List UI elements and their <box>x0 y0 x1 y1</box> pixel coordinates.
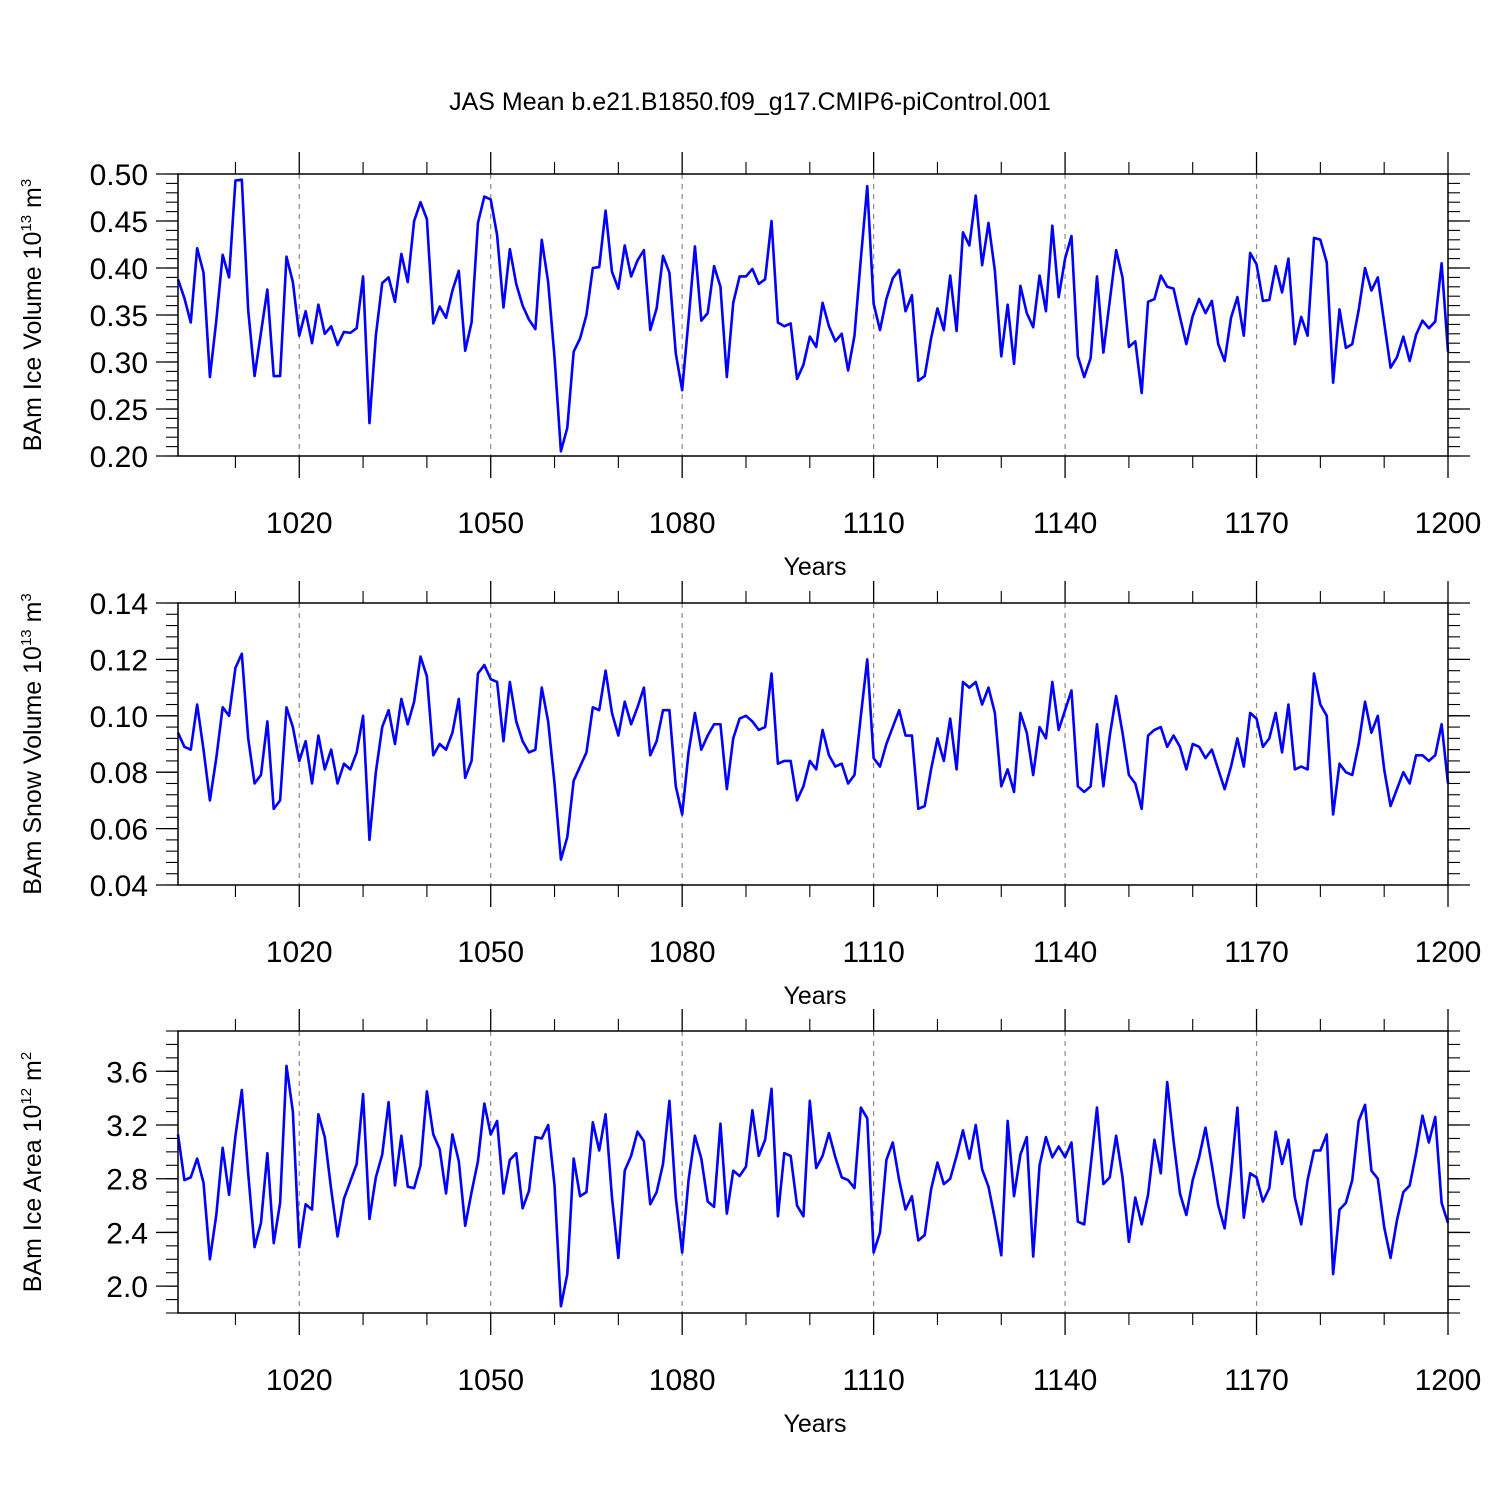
plot-frame <box>177 602 1449 886</box>
y-tick-label-3.2: 3.2 <box>106 1110 148 1143</box>
x-tick-label-1140: 1140 <box>1033 507 1098 540</box>
y-tick-label-0.25: 0.25 <box>90 394 148 427</box>
y-tick-label-0.12: 0.12 <box>90 644 148 677</box>
series-line-bam-ice-volume <box>176 178 1450 453</box>
plot-frame <box>177 173 1449 457</box>
y-tick-label-0.14: 0.14 <box>90 588 148 621</box>
y-axis-label: BAm Ice Volume 1013 m3 <box>18 179 47 451</box>
plot-frame <box>177 1030 1449 1314</box>
y-axis-label-unit-exp: 2 <box>18 1052 35 1060</box>
figure-title: JAS Mean b.e21.B1850.f09_g17.CMIP6-piCon… <box>449 88 1051 116</box>
panel-3: 1020 1050 1080 1110 1140 1170 1200 2.0 2.4 2.8 3.2… <box>18 1009 1481 1438</box>
x-tick-label-1080: 1080 <box>649 936 716 969</box>
x-tick-label-1170: 1170 <box>1224 1364 1289 1397</box>
x-tick-label-1140: 1140 <box>1033 936 1098 969</box>
y-axis-label-unit-exp: 3 <box>18 179 35 187</box>
x-axis-label: Years <box>783 553 846 581</box>
y-axis-label-exp: 12 <box>18 1088 35 1105</box>
x-axis-label: Years <box>783 1410 846 1438</box>
panels: 1020 1050 1080 1110 1140 1170 1200 0.20 0.25 0.30… <box>18 152 1481 1438</box>
x-tick-label-1140: 1140 <box>1033 1364 1098 1397</box>
y-tick-label-0.40: 0.40 <box>90 253 148 286</box>
y-tick-label-2.4: 2.4 <box>106 1217 148 1250</box>
y-tick-label-0.35: 0.35 <box>90 300 148 333</box>
y-axis-label-exp: 13 <box>18 629 35 646</box>
y-axis-label-exp: 13 <box>18 215 35 232</box>
x-tick-label-1110: 1110 <box>842 936 904 969</box>
x-tick-label-1020: 1020 <box>266 1364 333 1397</box>
x-tick-label-1170: 1170 <box>1224 507 1289 540</box>
x-tick-label-1050: 1050 <box>457 1364 524 1397</box>
x-tick-label-1200: 1200 <box>1415 507 1482 540</box>
x-tick-label-1080: 1080 <box>649 507 716 540</box>
x-tick-label-1050: 1050 <box>457 936 524 969</box>
y-axis-label-unit: m <box>19 1060 47 1088</box>
y-tick-label-0.20: 0.20 <box>90 441 148 474</box>
y-tick-label-2.8: 2.8 <box>106 1164 148 1197</box>
x-tick-label-1110: 1110 <box>842 507 904 540</box>
y-tick-label-0.50: 0.50 <box>90 159 148 192</box>
x-tick-label-1080: 1080 <box>649 1364 716 1397</box>
y-tick-label-0.30: 0.30 <box>90 347 148 380</box>
y-axis-label-base: BAm Ice Volume 10 <box>19 232 47 452</box>
y-axis-label-unit: m <box>19 602 47 630</box>
x-tick-label-1050: 1050 <box>457 507 524 540</box>
y-tick-label-0.10: 0.10 <box>90 701 148 734</box>
series-line-bam-snow-volume <box>176 652 1450 861</box>
y-tick-label-3.6: 3.6 <box>106 1056 148 1089</box>
x-tick-label-1020: 1020 <box>266 936 333 969</box>
y-axis-label-base: BAm Snow Volume 10 <box>19 646 47 895</box>
y-axis-label: BAm Snow Volume 1013 m3 <box>18 593 47 895</box>
x-tick-label-1020: 1020 <box>266 507 333 540</box>
y-axis-label-base: BAm Ice Area 10 <box>19 1105 47 1293</box>
x-axis-label: Years <box>783 982 846 1010</box>
y-tick-label-0.45: 0.45 <box>90 206 148 239</box>
x-tick-label-1170: 1170 <box>1224 936 1289 969</box>
y-axis-label: BAm Ice Area 1012 m2 <box>18 1052 47 1292</box>
panel-2: 1020 1050 1080 1110 1140 1170 1200 0.04 0.06 0.08… <box>18 581 1481 1010</box>
panel-1: 1020 1050 1080 1110 1140 1170 1200 0.20 0.25 0.30… <box>18 152 1481 581</box>
y-tick-label-0.04: 0.04 <box>90 870 148 903</box>
x-tick-label-1200: 1200 <box>1415 936 1482 969</box>
y-tick-label-0.08: 0.08 <box>90 757 148 790</box>
x-tick-label-1200: 1200 <box>1415 1364 1482 1397</box>
y-axis-label-unit-exp: 3 <box>18 593 35 601</box>
y-tick-label-0.06: 0.06 <box>90 814 148 847</box>
x-tick-label-1110: 1110 <box>842 1364 904 1397</box>
y-axis-label-unit: m <box>19 187 47 215</box>
series-line-bam-ice-area <box>176 1064 1450 1308</box>
y-tick-label-2.0: 2.0 <box>106 1271 148 1304</box>
